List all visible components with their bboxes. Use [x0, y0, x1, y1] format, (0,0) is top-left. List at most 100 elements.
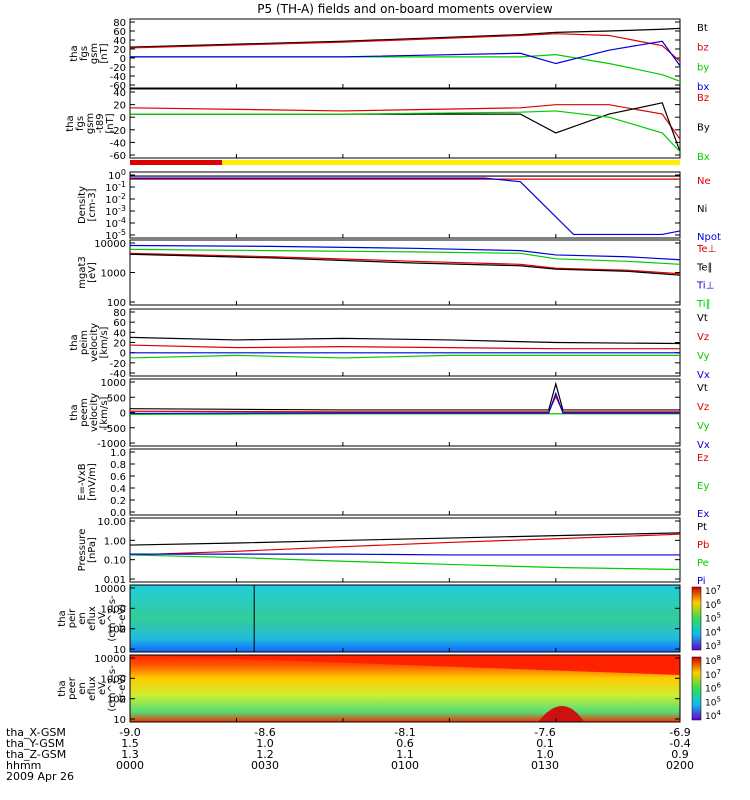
footer-row-label: tha_Z-GSM	[6, 748, 67, 761]
y-axis-label-line: Pressure	[77, 529, 88, 572]
footer-row-label: tha_Y-GSM	[6, 737, 65, 750]
colorbar	[691, 656, 702, 721]
y-axis-label-line: mgat3	[77, 256, 88, 289]
y-axis-label-line: [nT]	[99, 43, 110, 63]
y-tick-label: 20	[113, 45, 126, 56]
legend-label: Vy	[697, 421, 710, 432]
footer-value: -8.1	[394, 726, 416, 739]
y-tick-label: -40	[110, 72, 126, 83]
footer-value: 1.1	[396, 748, 414, 761]
colorbar-tick-exponent: 7	[716, 584, 720, 592]
legend-label: Ez	[697, 453, 709, 464]
y-tick-label: 0.6	[110, 472, 126, 483]
y-tick-label: 1.0	[110, 448, 126, 459]
y-axis-label-line: velocity	[89, 393, 100, 432]
colorbar-tick-exponent: 4	[716, 625, 721, 633]
y-tick-label: 20	[113, 101, 126, 112]
y-axis-label: mgat3[eV]	[77, 256, 98, 289]
footer-value: 1.0	[536, 748, 554, 761]
y-axis-label-line: [eV]	[87, 262, 98, 283]
y-axis-label-line: tha	[57, 610, 68, 626]
y-tick-label: 1000	[101, 674, 126, 685]
legend-label: bz	[697, 43, 709, 54]
y-tick-label: 10	[113, 645, 126, 656]
spectrogram-band	[130, 655, 680, 675]
y-axis-label-line: eV	[97, 682, 108, 695]
colorbar-tick-exponent: 4	[716, 709, 721, 717]
legend-label: Te⊥	[696, 244, 716, 255]
panel-frame	[129, 88, 681, 159]
legend-label: Vx	[697, 370, 710, 381]
y-tick-label: -500	[103, 424, 126, 435]
legend-label: Npot	[697, 232, 721, 243]
y-tick-exponent: -5	[118, 228, 126, 237]
y-tick-label: 100	[107, 695, 126, 706]
y-axis-label-line: gsm	[89, 43, 100, 64]
y-axis-label-line: (cm^2-s-	[107, 665, 118, 712]
y-tick-label: 80	[113, 18, 126, 29]
y-axis-label-line: sr-eV)	[117, 674, 128, 703]
y-axis-label-line: fgs	[79, 46, 90, 61]
legend-label: Vz	[697, 402, 709, 413]
legend-label: bx	[697, 82, 709, 93]
y-axis-label-line: en	[77, 612, 88, 625]
y-axis-label-line: [km/s]	[99, 396, 110, 428]
footer-row-label: tha_X-GSM	[6, 726, 66, 739]
series-line-Pe	[129, 554, 681, 571]
y-tick-label: 0	[120, 54, 126, 65]
y-tick-label: 100	[107, 298, 126, 309]
panel-6: 1000 500 0 -500 -1000 thapeemvelocity[km/s] Vt…	[69, 378, 710, 451]
panel-frame	[129, 584, 681, 653]
colorbar-tick-label: 107	[705, 584, 721, 597]
y-axis-label-line: [nT]	[105, 113, 116, 133]
y-tick-label: 1000	[101, 378, 126, 389]
footer-value: 0130	[531, 759, 559, 772]
y-tick-label: 20	[113, 339, 126, 350]
panel-5: 806040200-20-40thapeimvelocity[km/s]VtVz…	[69, 308, 710, 381]
colorbar-tick-exponent: 7	[716, 668, 720, 676]
legend-label: Te∥	[696, 262, 713, 273]
panel-frame	[129, 448, 681, 516]
legend-label: Ti∥	[696, 299, 711, 310]
y-tick-label: 500	[107, 393, 126, 404]
panel-8: 10.00 1.00 0.10 0.01 Pressure[nPa] Pt Pb Pe Pi	[77, 517, 709, 587]
y-axis-label: thafgsgsm[nT]	[69, 43, 110, 64]
y-axis-label: thafgsgsm-t89[nT]	[65, 113, 116, 134]
colorbar-tick-label: 106	[705, 682, 721, 695]
y-tick-label: 1000	[101, 604, 126, 615]
y-axis-label-line: eflux	[87, 606, 98, 631]
spectrogram-fill	[130, 585, 680, 652]
colorbar-tick-exponent: 6	[716, 682, 721, 690]
y-tick-label: 40	[113, 36, 126, 47]
y-tick-exponent: -4	[118, 216, 126, 225]
y-axis-label-line: tha	[69, 334, 80, 350]
y-axis-label-line: [cm-3]	[87, 188, 98, 221]
panel-frame	[129, 654, 681, 723]
footer-value: 0.1	[536, 737, 554, 750]
panel-3: 10010-110-210-310-410-5Density[cm-3]NeNi…	[77, 168, 721, 243]
spectrogram-feature	[538, 706, 585, 722]
footer-value: -0.4	[669, 737, 691, 750]
y-tick-label: 60	[113, 27, 126, 38]
series-line-Npot	[130, 177, 681, 236]
legend-label: Pe	[697, 558, 709, 569]
colorbar-tick-exponent: 6	[716, 598, 721, 606]
footer-value: -7.6	[534, 726, 556, 739]
y-tick-label: 0.10	[104, 556, 126, 567]
y-tick-exponent: 0	[121, 168, 126, 177]
footer-value: -8.6	[254, 726, 276, 739]
footer-value: 1.5	[121, 737, 139, 750]
colorbar-tick-exponent: 8	[716, 654, 720, 662]
y-tick-label: 0.4	[110, 484, 126, 495]
series-line-Ti⊥	[129, 244, 681, 261]
panel-2: 40 200 -20-40 -60 thafgsgsm-t89[nT] Bz By Bx	[65, 88, 710, 163]
y-tick-exponent: -2	[118, 192, 126, 201]
y-tick-label: 0.01	[104, 575, 126, 586]
colorbar-tick-exponent: 5	[716, 695, 720, 703]
y-axis-label-line: gsm	[85, 113, 96, 134]
y-tick-label: 0	[120, 349, 126, 360]
y-tick-label: 100	[107, 625, 126, 636]
y-tick-label: 0	[120, 113, 126, 124]
